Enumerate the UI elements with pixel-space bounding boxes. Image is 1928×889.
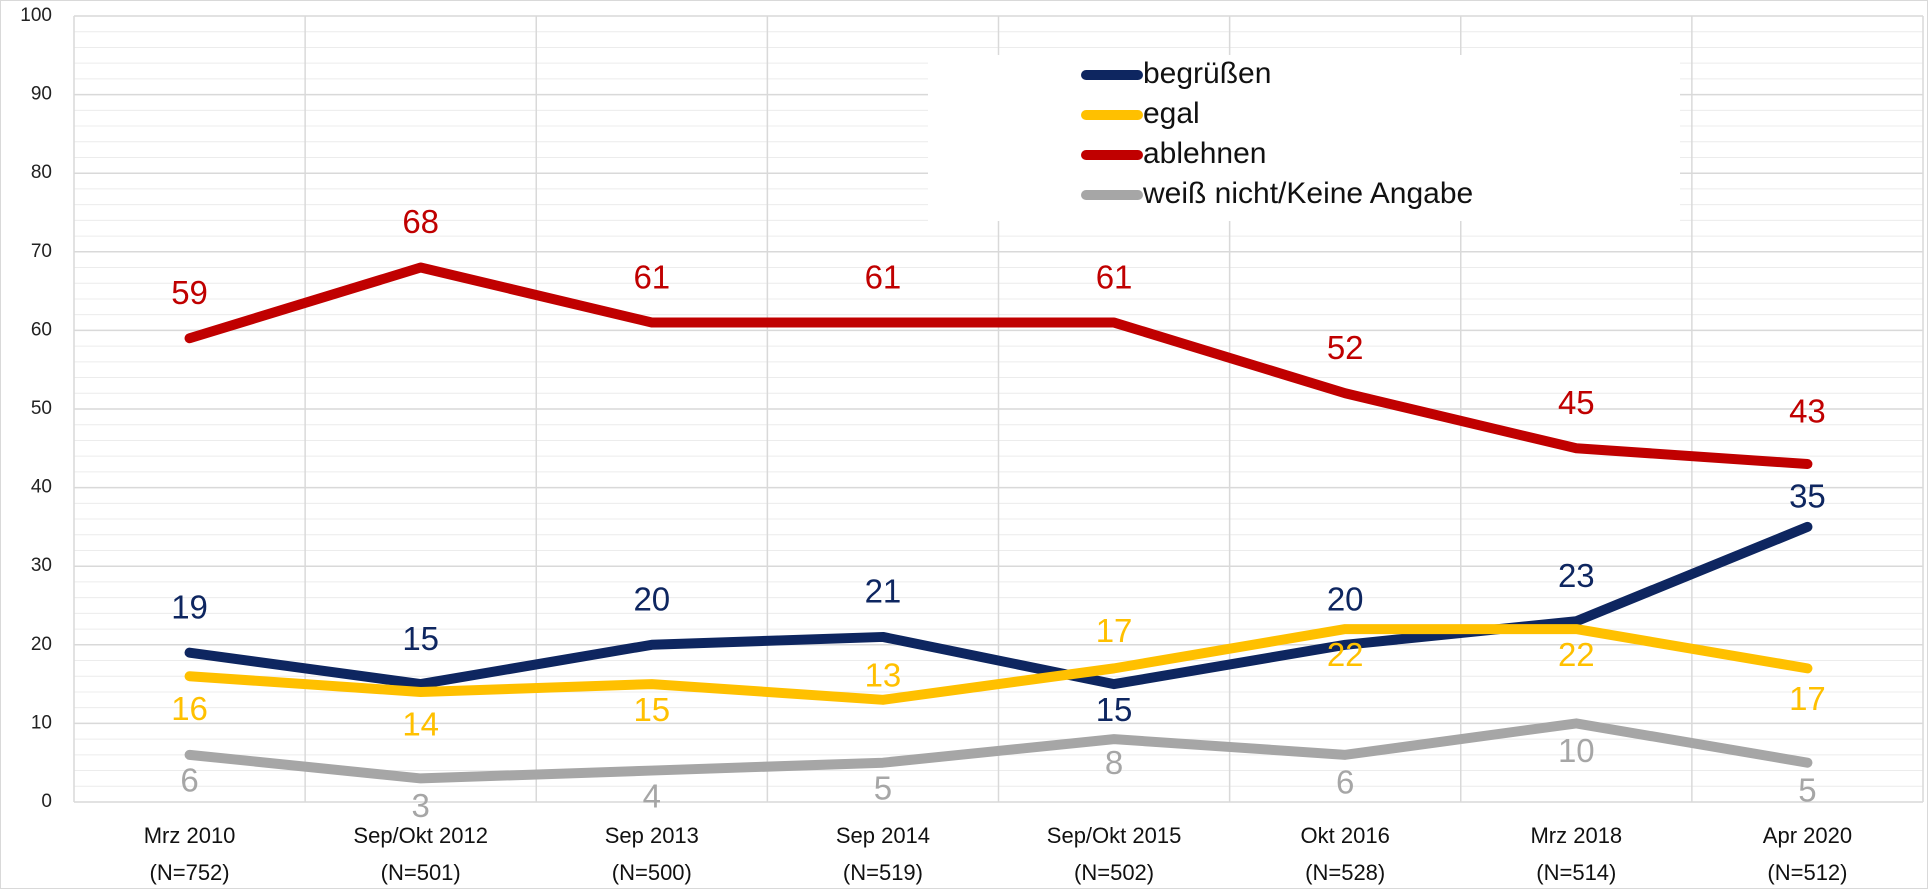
y-tick-label: 70: [31, 241, 52, 262]
series-line: [184, 624, 1813, 705]
y-tick-label: 40: [31, 477, 52, 498]
data-label: 17: [1789, 680, 1826, 717]
data-label: 45: [1558, 384, 1595, 421]
x-tick-note: (N=528): [1305, 860, 1385, 885]
x-tick-note: (N=752): [150, 860, 230, 885]
data-label: 5: [1798, 771, 1816, 808]
legend-label: begrüßen: [1143, 57, 1271, 90]
data-label: 20: [1327, 581, 1364, 618]
x-tick-label: Apr 2020: [1763, 823, 1852, 848]
data-label: 15: [402, 620, 439, 657]
x-tick-label: Sep 2013: [605, 823, 699, 848]
legend-label: ablehnen: [1143, 137, 1266, 170]
data-label: 14: [402, 706, 439, 743]
data-label: 52: [1327, 329, 1364, 366]
y-tick-label: 100: [20, 5, 52, 26]
y-tick-label: 50: [31, 398, 52, 419]
data-label: 13: [865, 657, 902, 694]
x-tick-note: (N=519): [843, 860, 923, 885]
x-tick-label: Mrz 2018: [1530, 823, 1622, 848]
data-label: 10: [1558, 732, 1595, 769]
data-label: 23: [1558, 557, 1595, 594]
y-tick-label: 60: [31, 319, 52, 340]
y-tick-label: 20: [31, 634, 52, 655]
data-label: 6: [180, 762, 198, 799]
data-label: 5: [874, 769, 892, 806]
x-tick-note: (N=512): [1767, 860, 1847, 885]
x-tick-note: (N=500): [612, 860, 692, 885]
data-label: 21: [865, 573, 902, 610]
data-label: 6: [1336, 764, 1354, 801]
data-label: 19: [171, 588, 208, 625]
data-label: 68: [402, 203, 439, 240]
data-label: 22: [1558, 636, 1595, 673]
y-tick-label: 80: [31, 162, 52, 183]
data-label: 16: [171, 690, 208, 727]
y-tick-label: 90: [31, 84, 52, 105]
x-tick-label: Sep 2014: [836, 823, 930, 848]
data-label: 61: [633, 258, 670, 295]
data-label: 15: [633, 691, 670, 728]
x-tick-label: Okt 2016: [1301, 823, 1390, 848]
legend-box: [928, 55, 1680, 221]
data-label: 61: [865, 258, 902, 295]
data-label: 22: [1327, 636, 1364, 673]
y-tick-label: 30: [31, 555, 52, 576]
data-label: 4: [643, 777, 661, 814]
data-label: 61: [1096, 258, 1133, 295]
y-tick-label: 0: [41, 791, 52, 812]
legend-label: weiß nicht/Keine Angabe: [1142, 177, 1473, 210]
series-line: [184, 262, 1813, 470]
x-tick-label: Mrz 2010: [144, 823, 236, 848]
data-label: 15: [1096, 691, 1133, 728]
data-label: 8: [1105, 744, 1123, 781]
data-label: 3: [412, 787, 430, 824]
x-tick-label: Sep/Okt 2015: [1047, 823, 1182, 848]
series-line: [184, 718, 1813, 784]
x-tick-note: (N=514): [1536, 860, 1616, 885]
x-tick-note: (N=502): [1074, 860, 1154, 885]
data-label: 20: [633, 581, 670, 618]
legend-label: egal: [1143, 97, 1200, 130]
data-label: 59: [171, 274, 208, 311]
x-tick-note: (N=501): [381, 860, 461, 885]
data-label: 35: [1789, 478, 1826, 515]
data-label: 43: [1789, 393, 1826, 430]
data-label: 17: [1096, 612, 1133, 649]
y-tick-label: 10: [31, 712, 52, 733]
x-tick-label: Sep/Okt 2012: [353, 823, 488, 848]
